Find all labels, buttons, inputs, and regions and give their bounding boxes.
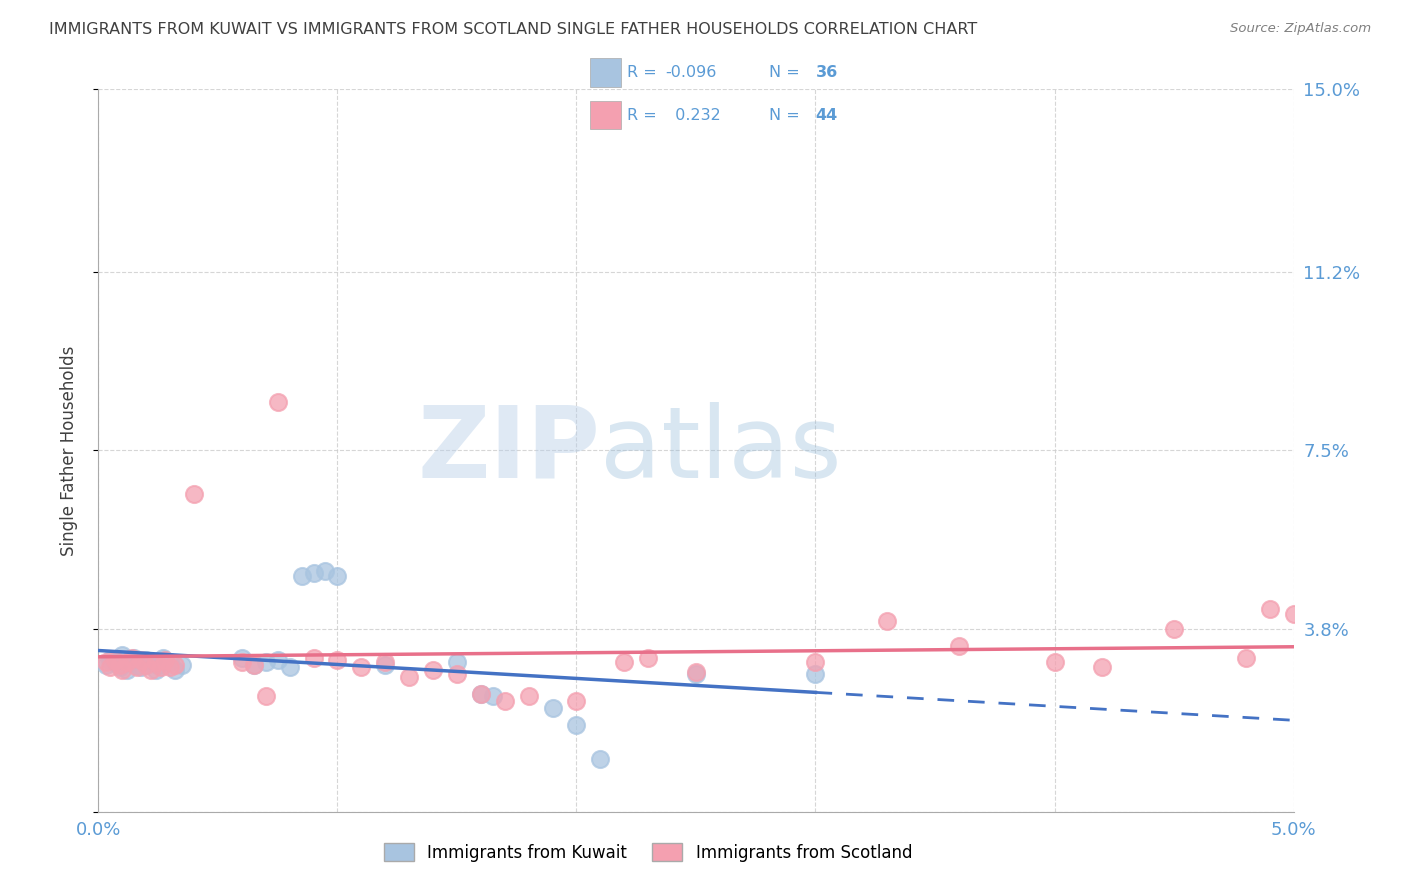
Point [685,667,707,681]
Text: 0.232: 0.232 [665,108,721,122]
Point [115,663,138,677]
Point [1163,622,1185,636]
Point [446,656,468,670]
Point [482,689,505,703]
Point [326,568,349,582]
Point [145,663,167,677]
Point [494,694,516,708]
Point [589,752,612,766]
Text: -0.096: -0.096 [665,65,717,79]
Text: 44: 44 [815,108,838,122]
Point [125,657,148,672]
Point [98,660,122,674]
Point [315,564,337,578]
Text: IMMIGRANTS FROM KUWAIT VS IMMIGRANTS FROM SCOTLAND SINGLE FATHER HOUSEHOLDS CORR: IMMIGRANTS FROM KUWAIT VS IMMIGRANTS FRO… [49,22,977,37]
Text: Source: ZipAtlas.com: Source: ZipAtlas.com [1230,22,1371,36]
Point [541,701,564,715]
Point [637,650,659,665]
Point [1234,650,1257,665]
Text: R =: R = [627,108,662,122]
Bar [589,101,620,129]
Y-axis label: Single Father Households: Single Father Households [59,345,77,556]
Point [804,667,827,681]
Point [470,687,492,701]
Point [124,650,146,665]
Point [243,657,266,672]
Text: N =: N = [769,65,806,79]
Point [149,660,172,674]
Point [111,648,134,662]
Point [1043,656,1066,670]
Point [115,656,138,670]
Point [685,665,707,679]
Point [135,657,157,672]
Point [267,395,290,409]
Point [374,657,396,672]
Point [470,687,492,701]
Point [104,656,127,670]
Point [302,650,325,665]
Point [948,639,970,653]
Text: atlas: atlas [600,402,842,499]
Point [148,657,170,672]
Point [108,660,131,674]
Point [111,663,134,677]
Point [172,657,194,672]
Point [876,615,898,629]
Point [267,653,290,667]
Point [155,653,177,667]
Point [254,689,277,703]
Point [565,718,588,732]
Point [422,663,444,677]
Point [1258,602,1281,616]
Point [231,656,253,670]
Point [159,656,181,670]
Point [159,660,181,674]
Point [278,660,301,674]
Point [94,656,117,670]
Point [254,656,277,670]
Point [374,656,396,670]
Bar [589,58,620,87]
Point [125,660,148,674]
Point [1282,607,1305,622]
Point [302,566,325,581]
Point [1091,660,1114,674]
Point [163,663,186,677]
Point [398,670,420,684]
Point [565,694,588,708]
Point [804,656,827,670]
Point [94,657,117,672]
Point [350,660,373,674]
Point [139,663,162,677]
Point [517,689,540,703]
Point [131,660,153,674]
Point [613,656,636,670]
Point [104,653,127,667]
Legend: Immigrants from Kuwait, Immigrants from Scotland: Immigrants from Kuwait, Immigrants from … [377,837,920,869]
Text: N =: N = [769,108,806,122]
Point [139,656,162,670]
Point [231,650,253,665]
Point [98,653,122,667]
Point [243,657,266,672]
Text: 36: 36 [815,65,838,79]
Point [118,656,141,670]
Point [446,667,468,681]
Point [145,656,167,670]
Point [135,653,157,667]
Point [108,657,131,672]
Point [121,650,143,665]
Point [131,653,153,667]
Point [163,657,186,672]
Text: ZIP: ZIP [418,402,600,499]
Point [183,487,205,501]
Point [291,568,314,582]
Text: R =: R = [627,65,662,79]
Point [326,653,349,667]
Point [152,650,174,665]
